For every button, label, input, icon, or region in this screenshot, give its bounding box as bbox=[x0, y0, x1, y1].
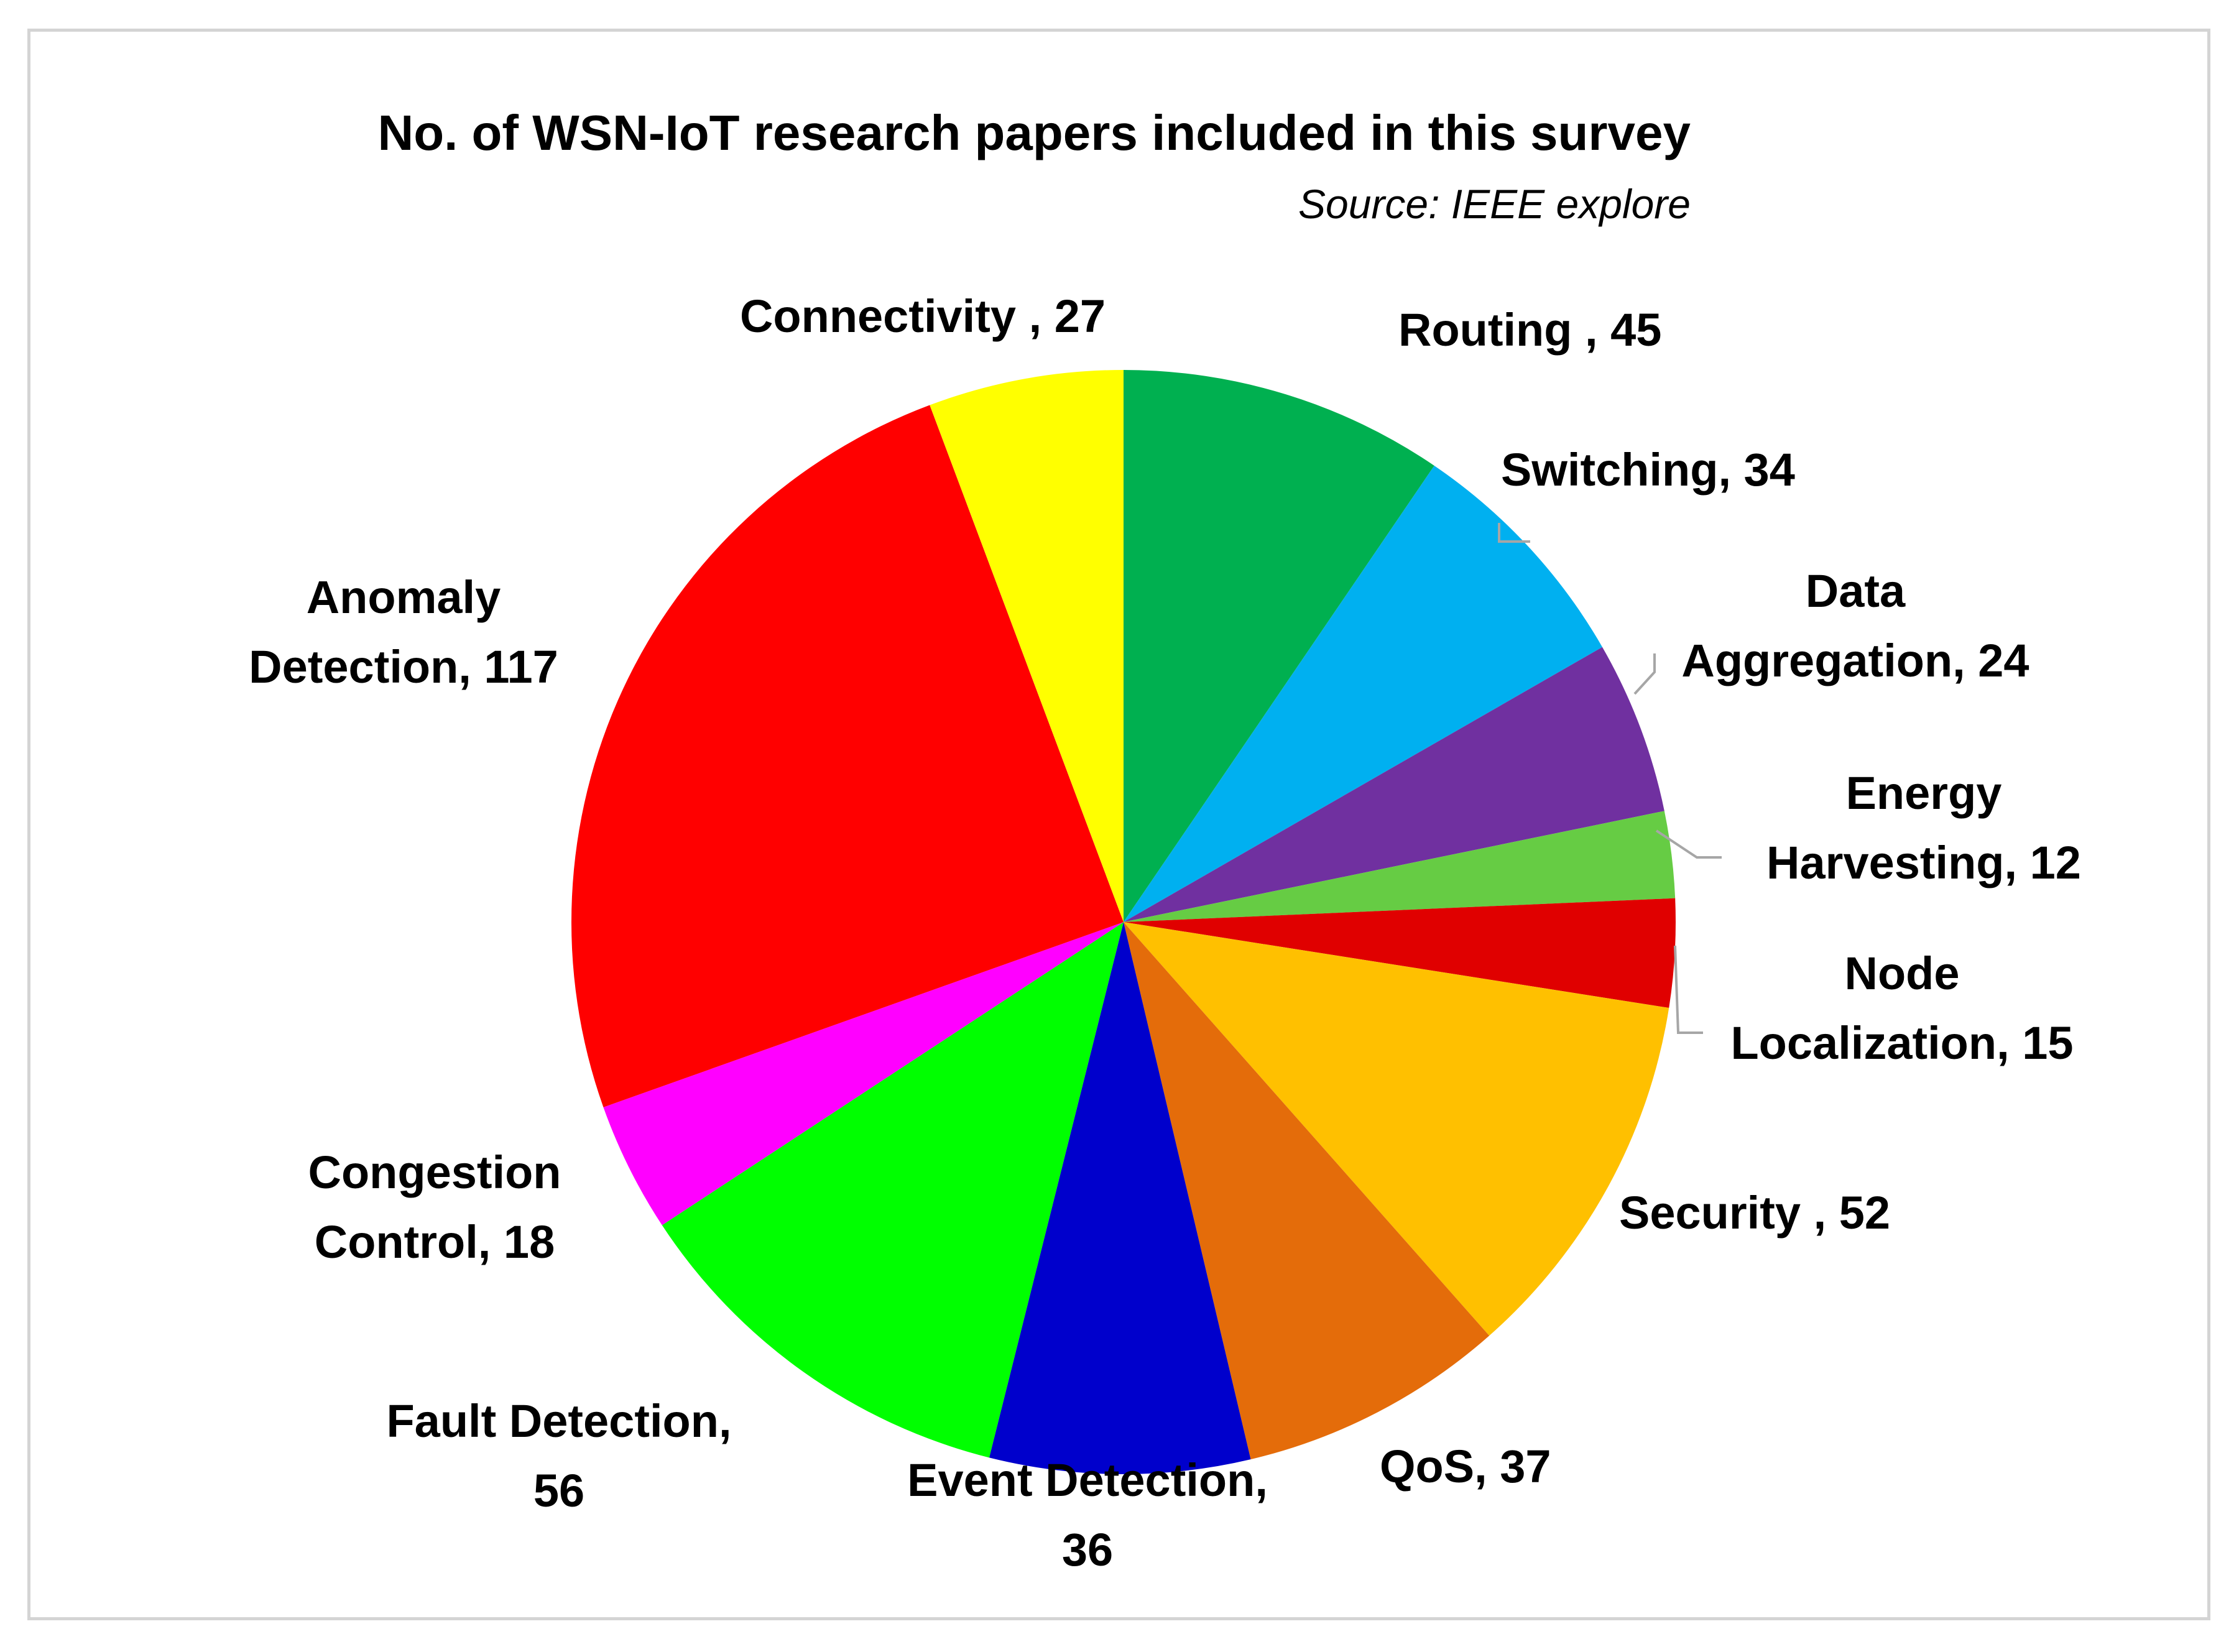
leader-lines bbox=[1498, 523, 1722, 1034]
slice-fault-detection bbox=[662, 922, 1124, 1458]
slice-connectivity bbox=[930, 370, 1124, 922]
leader-line-node-localization bbox=[1674, 945, 1703, 1034]
label-node-localization: Node Localization, 15 bbox=[1730, 948, 2073, 1069]
label-qos: QoS, 37 bbox=[1380, 1441, 1551, 1492]
slice-energy-harvesting bbox=[1124, 811, 1676, 922]
leader-line-switching bbox=[1498, 523, 1530, 543]
label-event-detection: Event Detection, 36 bbox=[907, 1454, 1268, 1576]
chart-subtitle: Source: IEEE explore bbox=[1298, 181, 1691, 227]
slice-event-detection bbox=[989, 922, 1251, 1474]
label-routing: Routing , 45 bbox=[1398, 304, 1661, 356]
label-switching: Switching, 34 bbox=[1501, 444, 1795, 496]
pie-chart: No. of WSN-IoT research papers included … bbox=[249, 105, 2081, 1576]
leader-line-data-aggregation bbox=[1633, 653, 1656, 695]
leader-line-energy-harvesting bbox=[1655, 829, 1722, 859]
label-security: Security , 52 bbox=[1619, 1187, 1890, 1239]
slice-qos bbox=[1124, 922, 1490, 1460]
pie-slices bbox=[571, 370, 1676, 1474]
slice-anomaly-detection bbox=[571, 405, 1124, 1107]
label-congestion-control: Congestion Control, 18 bbox=[308, 1147, 561, 1268]
label-data-aggregation: Data Aggregation, 24 bbox=[1681, 565, 2029, 686]
label-energy-harvesting: Energy Harvesting, 12 bbox=[1766, 767, 2081, 888]
label-connectivity: Connectivity , 27 bbox=[740, 290, 1106, 342]
slice-congestion-control bbox=[603, 922, 1124, 1225]
slice-labels: Routing , 45 Switching, 34 Data Aggregation… bbox=[249, 290, 2081, 1576]
slice-security bbox=[1124, 922, 1669, 1336]
slice-data-aggregation bbox=[1124, 647, 1664, 922]
label-fault-detection: Fault Detection, 56 bbox=[386, 1395, 731, 1516]
chart-title: No. of WSN-IoT research papers included … bbox=[377, 105, 1691, 160]
slice-routing bbox=[1124, 370, 1434, 922]
label-anomaly-detection: Anomaly Detection, 117 bbox=[249, 571, 558, 693]
slice-node-localization bbox=[1124, 898, 1676, 1008]
slice-switching bbox=[1124, 465, 1603, 922]
chart-frame: No. of WSN-IoT research papers included … bbox=[27, 29, 2210, 1620]
